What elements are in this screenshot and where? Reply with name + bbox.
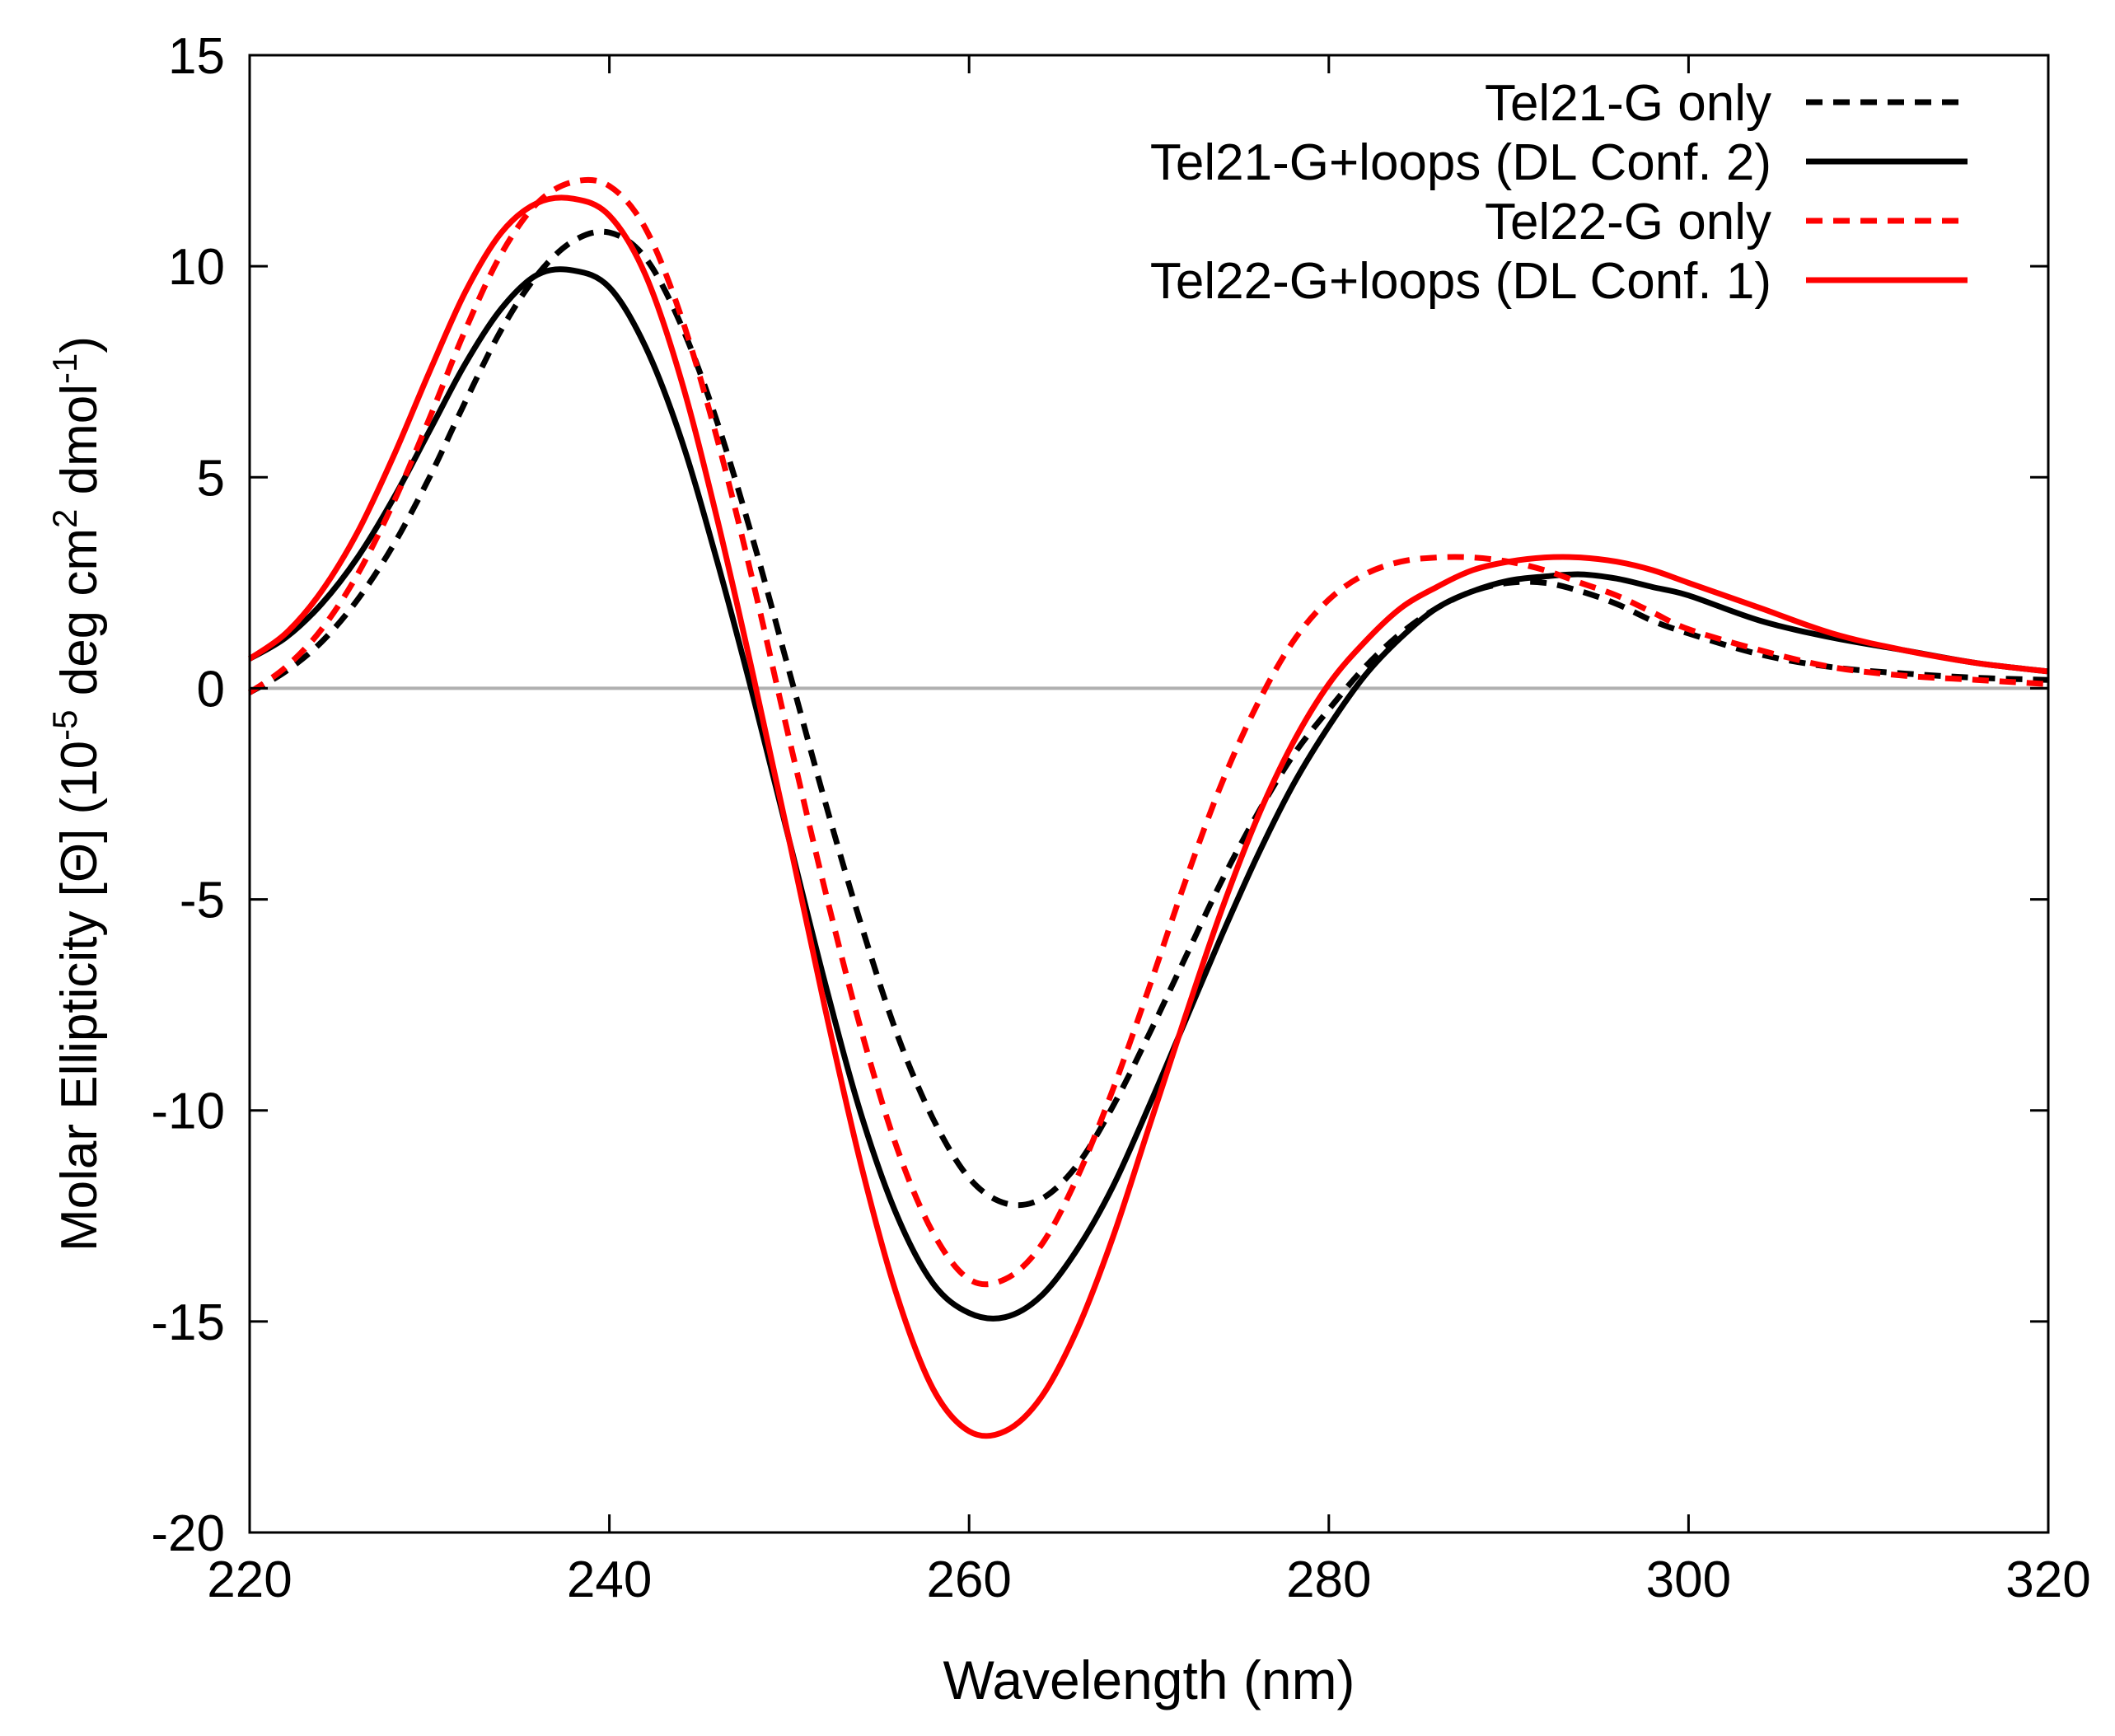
y-axis-title-mid2: dmol	[51, 384, 108, 509]
series-line-tel22-g-only	[247, 176, 2049, 1288]
y-axis-title-mid: deg cm	[51, 528, 108, 710]
x-tick-label: 240	[567, 1551, 652, 1608]
y-tick-label: -15	[151, 1294, 225, 1351]
series-line-tel22-g-loops-dl-conf-1	[247, 194, 2049, 1439]
y-axis-title-exp3: -1	[45, 353, 84, 384]
series-line-tel21-g-only	[248, 228, 2049, 1209]
y-tick-label: 5	[197, 450, 225, 507]
series-layer	[247, 176, 2049, 1439]
y-tick-label: -20	[151, 1505, 225, 1562]
y-axis-title-exp2: 2	[45, 509, 84, 528]
y-axis-title-exp1: -5	[45, 710, 84, 741]
x-tick-label: 260	[926, 1551, 1011, 1608]
x-tick-label: 300	[1646, 1551, 1731, 1608]
legend-label-tel21-g-only: Tel21-G only	[1485, 75, 1771, 132]
y-axis-title-end: )	[51, 336, 108, 353]
x-tick-label: 220	[207, 1551, 292, 1608]
y-tick-label: -5	[180, 873, 225, 929]
legend-label-tel22-g-only: Tel22-G only	[1485, 194, 1771, 250]
y-axis-title: Molar Ellipticity [Θ] (10-5 deg cm2 dmol…	[45, 336, 108, 1252]
legend-label-tel22-g-loops-dl-conf-1: Tel22-G+loops (DL Conf. 1)	[1150, 253, 1771, 310]
x-tick-label: 320	[2005, 1551, 2090, 1608]
x-axis-title: Wavelength (nm)	[943, 1649, 1355, 1710]
series-line-tel21-g-loops-dl-conf-2	[248, 266, 2049, 1322]
plot-frame	[248, 54, 2050, 1534]
tick-layer: 220 240 260 280 300 320 -20 -15 -10 -5 0 5 10 15	[151, 28, 2090, 1608]
y-tick-label: -10	[151, 1083, 225, 1140]
legend-label-tel21-g-loops-dl-conf-2: Tel21-G+loops (DL Conf. 2)	[1150, 134, 1771, 191]
x-tick-label: 280	[1286, 1551, 1371, 1608]
y-tick-label: 15	[168, 28, 225, 85]
y-tick-label: 0	[197, 661, 225, 718]
y-axis-title-main: Molar Ellipticity [Θ] (10	[51, 741, 108, 1252]
y-tick-label: 10	[168, 239, 225, 296]
